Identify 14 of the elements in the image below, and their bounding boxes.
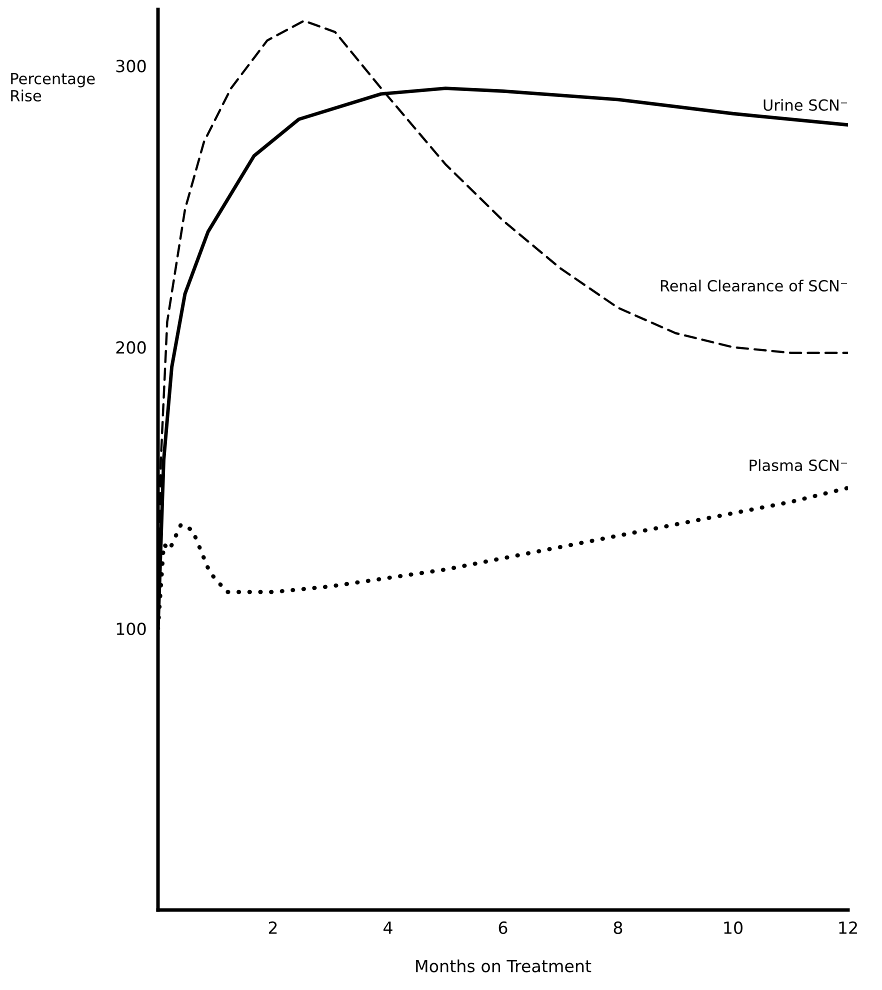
- y-tick-label: 200: [116, 341, 146, 354]
- y-axis-title: Percentage Rise: [11, 73, 95, 102]
- x-tick-label: 8: [614, 921, 622, 934]
- text: Renal Clearance of SCN⁻: [660, 280, 847, 292]
- series-label: Plasma SCN⁻: [750, 459, 847, 472]
- x-tick-label: 4: [384, 922, 392, 934]
- x-axis-title: Months on Treatment: [416, 959, 592, 972]
- y-tick-label: 300: [116, 60, 146, 72]
- x-tick-label: 10: [724, 921, 742, 934]
- y-tick-label: 100: [116, 622, 146, 636]
- series-label: Urine SCN⁻: [764, 99, 847, 111]
- x-tick-label: 6: [498, 921, 508, 934]
- x-tick-label: 12: [839, 921, 857, 934]
- x-tick-label: 2: [268, 921, 277, 934]
